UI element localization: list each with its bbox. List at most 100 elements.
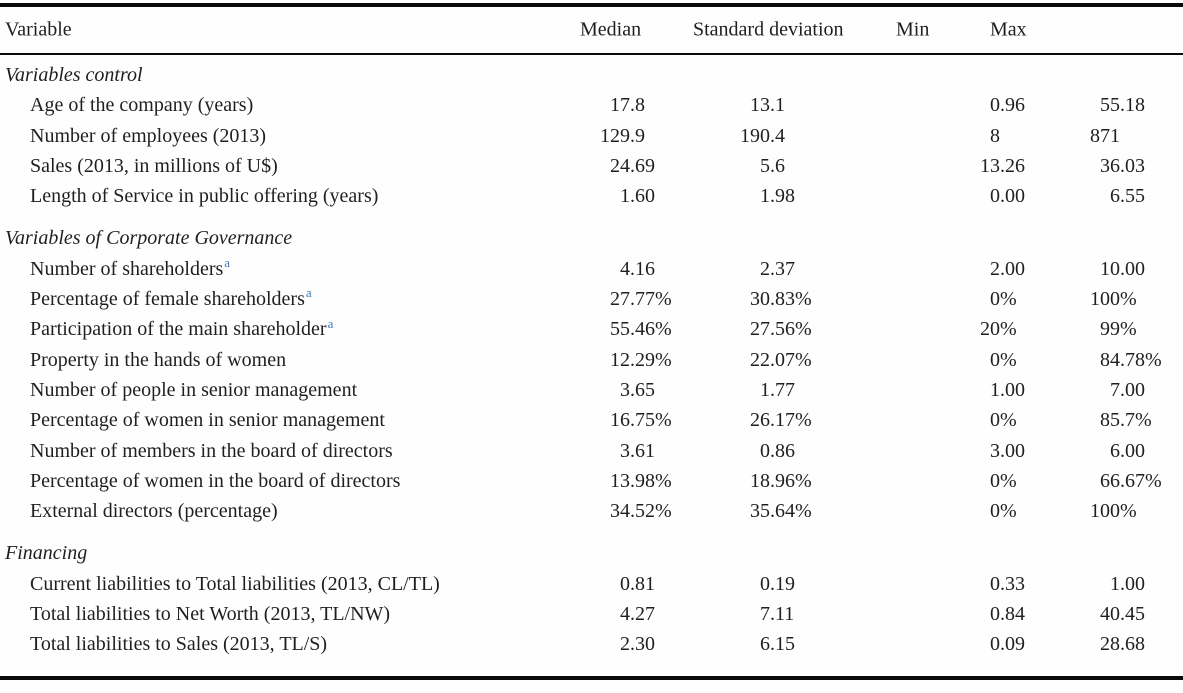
- standard-deviation-cell: 13.1: [750, 94, 785, 117]
- table-row: Sales (2013, in millions of U$) 24.69 5.…: [0, 151, 1183, 181]
- min-cell: 0%: [990, 500, 1017, 523]
- variable-label: Number of shareholders: [30, 257, 224, 280]
- median-cell: 24.69: [610, 154, 655, 177]
- standard-deviation-cell: 7.11: [760, 603, 795, 626]
- table-row: Percentage of women in senior management…: [0, 405, 1183, 435]
- median-cell: 55.46%: [610, 318, 672, 341]
- variable-label: External directors (percentage): [30, 500, 278, 523]
- variable-cell: Number of employees (2013): [30, 121, 266, 151]
- max-cell: 66.67%: [1100, 469, 1162, 492]
- median-cell: 4.27: [620, 603, 655, 626]
- table-section: Financing Current liabilities to Total l…: [0, 538, 1183, 659]
- max-cell: 84.78%: [1100, 348, 1162, 371]
- table-row: Number of employees (2013) 129.9 190.4 8…: [0, 121, 1183, 151]
- table-row: Number of shareholdersa 4.16 2.37 2.00 1…: [0, 254, 1183, 284]
- standard-deviation-cell: 26.17%: [750, 409, 812, 432]
- table-row: Total liabilities to Sales (2013, TL/S) …: [0, 629, 1183, 659]
- variable-label: Current liabilities to Total liabilities…: [30, 572, 440, 595]
- max-cell: 99%: [1100, 318, 1137, 341]
- standard-deviation-cell: 1.77: [760, 378, 795, 401]
- variable-cell: Percentage of women in senior management: [30, 405, 385, 435]
- column-header-standard-deviation: Standard deviation: [693, 18, 844, 41]
- variable-label: Number of employees (2013): [30, 124, 267, 147]
- min-cell: 0.33: [990, 572, 1025, 595]
- variable-cell: Length of Service in public offering (ye…: [30, 181, 378, 211]
- min-cell: 2.00: [990, 257, 1025, 280]
- standard-deviation-cell: 2.37: [760, 257, 795, 280]
- min-cell: 3.00: [990, 439, 1025, 462]
- table-row: Percentage of female shareholdersa 27.77…: [0, 284, 1183, 314]
- median-cell: 16.75%: [610, 409, 672, 432]
- table-row: External directors (percentage) 34.52% 3…: [0, 496, 1183, 526]
- section-rows: Number of shareholdersa 4.16 2.37 2.00 1…: [0, 254, 1183, 527]
- header-rule: [0, 53, 1183, 55]
- max-cell: 40.45: [1100, 603, 1145, 626]
- standard-deviation-cell: 22.07%: [750, 348, 812, 371]
- footnote-marker: a: [305, 285, 312, 301]
- max-cell: 100%: [1090, 288, 1137, 311]
- variable-label: Number of members in the board of direct…: [30, 439, 393, 462]
- column-header-median: Median: [580, 18, 642, 41]
- section-title: Variables control: [5, 64, 143, 86]
- min-cell: 20%: [980, 318, 1017, 341]
- table-row: Number of members in the board of direct…: [0, 436, 1183, 466]
- table-section: Variables control Age of the company (ye…: [0, 60, 1183, 211]
- footnote-marker: a: [224, 255, 231, 271]
- min-cell: 0%: [990, 469, 1017, 492]
- table-row: Number of people in senior management 3.…: [0, 375, 1183, 405]
- table-row: Percentage of women in the board of dire…: [0, 466, 1183, 496]
- max-cell: 6.00: [1110, 439, 1145, 462]
- variable-label: Number of people in senior management: [30, 378, 358, 401]
- median-cell: 27.77%: [610, 288, 672, 311]
- standard-deviation-cell: 0.86: [760, 439, 795, 462]
- standard-deviation-cell: 27.56%: [750, 318, 812, 341]
- column-header-variable: Variable: [5, 18, 72, 41]
- standard-deviation-cell: 35.64%: [750, 500, 812, 523]
- variable-label: Participation of the main shareholder: [30, 318, 327, 341]
- variable-cell: Percentage of female shareholdersa: [30, 284, 312, 314]
- column-header-max: Max: [990, 18, 1027, 41]
- median-cell: 2.30: [620, 633, 655, 656]
- max-cell: 10.00: [1100, 257, 1145, 280]
- variable-cell: Age of the company (years): [30, 90, 253, 120]
- standard-deviation-cell: 1.98: [760, 185, 795, 208]
- table-row: Age of the company (years) 17.8 13.1 0.9…: [0, 90, 1183, 120]
- median-cell: 4.16: [620, 257, 655, 280]
- bottom-rule: [0, 675, 1183, 680]
- standard-deviation-cell: 5.6: [760, 154, 785, 177]
- section-rows: Age of the company (years) 17.8 13.1 0.9…: [0, 90, 1183, 211]
- median-cell: 34.52%: [610, 500, 672, 523]
- min-cell: 0%: [990, 288, 1017, 311]
- variable-cell: Percentage of women in the board of dire…: [30, 466, 400, 496]
- top-rule: [0, 3, 1183, 7]
- min-cell: 0.00: [990, 185, 1025, 208]
- variable-cell: Number of shareholdersa: [30, 254, 230, 284]
- standard-deviation-cell: 0.19: [760, 572, 795, 595]
- variable-label: Total liabilities to Net Worth (2013, TL…: [30, 603, 391, 626]
- max-cell: 6.55: [1110, 185, 1145, 208]
- variable-label: Sales (2013, in millions of U$): [30, 154, 278, 177]
- variable-cell: Number of people in senior management: [30, 375, 357, 405]
- min-cell: 13.26: [980, 154, 1025, 177]
- variable-label: Property in the hands of women: [30, 348, 287, 371]
- min-cell: 0.96: [990, 94, 1025, 117]
- variable-label: Total liabilities to Sales (2013, TL/S): [30, 633, 328, 656]
- variable-cell: Total liabilities to Sales (2013, TL/S): [30, 629, 327, 659]
- section-title: Financing: [5, 542, 88, 565]
- max-cell: 36.03: [1100, 154, 1145, 177]
- standard-deviation-cell: 18.96%: [750, 469, 812, 492]
- variable-cell: Property in the hands of women: [30, 345, 286, 375]
- section-rows: Current liabilities to Total liabilities…: [0, 569, 1183, 660]
- variable-cell: Number of members in the board of direct…: [30, 436, 393, 466]
- median-cell: 17.8: [610, 94, 645, 117]
- variable-cell: Current liabilities to Total liabilities…: [30, 569, 440, 599]
- min-cell: 1.00: [990, 378, 1025, 401]
- max-cell: 7.00: [1110, 378, 1145, 401]
- max-cell: 100%: [1090, 500, 1137, 523]
- min-cell: 0.84: [990, 603, 1025, 626]
- min-cell: 0%: [990, 409, 1017, 432]
- table-section: Variables of Corporate Governance Number…: [0, 223, 1183, 526]
- table-body: Variables control Age of the company (ye…: [0, 55, 1183, 660]
- variable-cell: Sales (2013, in millions of U$): [30, 151, 278, 181]
- median-cell: 3.65: [620, 378, 655, 401]
